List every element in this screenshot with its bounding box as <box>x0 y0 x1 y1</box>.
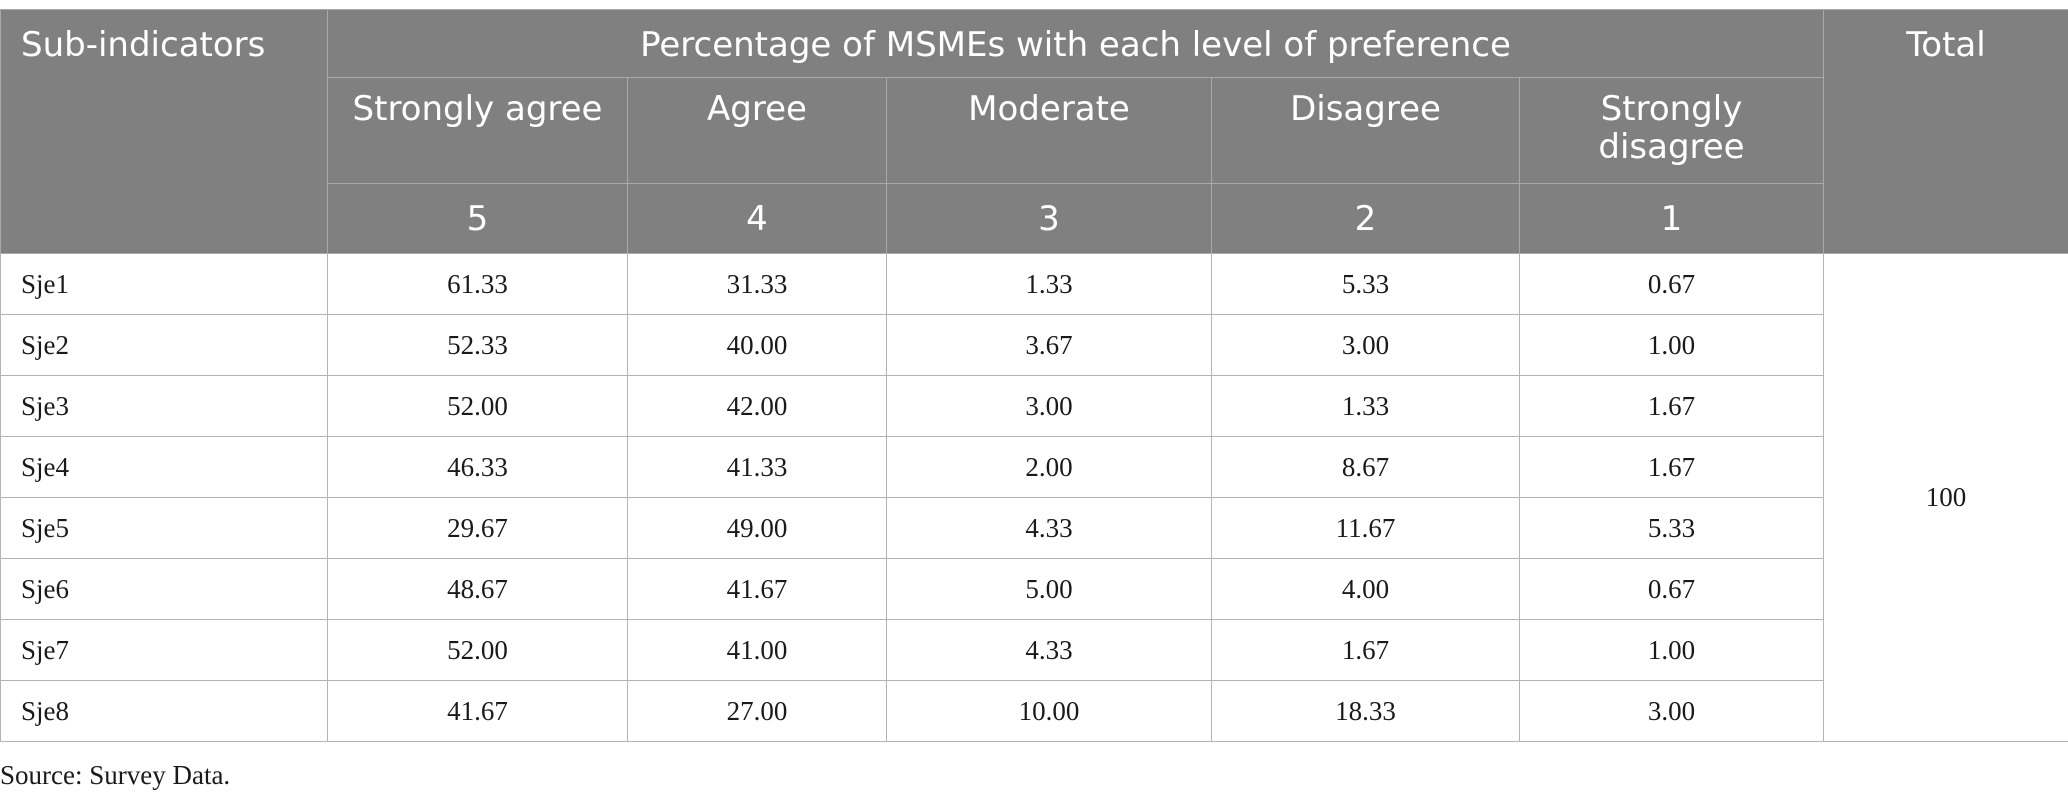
cell-disagree: 18.33 <box>1211 680 1520 742</box>
table-header: Sub-indicators Percentage of MSMEs with … <box>0 9 2068 254</box>
cell-strongly-disagree: 0.67 <box>1519 558 1824 620</box>
cell-moderate: 3.00 <box>886 375 1212 437</box>
cell-strongly-disagree: 5.33 <box>1519 497 1824 559</box>
row-label: Sje6 <box>0 558 328 620</box>
cell-moderate: 3.67 <box>886 314 1212 376</box>
cell-agree: 31.33 <box>627 253 887 315</box>
cell-strongly-agree: 52.00 <box>327 375 628 437</box>
header-score-3: 3 <box>886 183 1212 254</box>
header-total: Total <box>1823 9 2068 254</box>
cell-disagree: 1.33 <box>1211 375 1520 437</box>
header-group-title: Percentage of MSMEs with each level of p… <box>327 9 1824 78</box>
header-score-1: 1 <box>1519 183 1824 254</box>
row-label: Sje2 <box>0 314 328 376</box>
cell-agree: 27.00 <box>627 680 887 742</box>
header-level-strongly-disagree: Strongly disagree <box>1519 77 1824 184</box>
cell-agree: 41.67 <box>627 558 887 620</box>
cell-agree: 40.00 <box>627 314 887 376</box>
cell-strongly-disagree: 1.00 <box>1519 619 1824 681</box>
cell-strongly-disagree: 3.00 <box>1519 680 1824 742</box>
table-row: Sje2 52.33 40.00 3.67 3.00 1.00 <box>0 314 2068 376</box>
cell-strongly-agree: 48.67 <box>327 558 628 620</box>
cell-strongly-disagree: 0.67 <box>1519 253 1824 315</box>
table-row: Sje6 48.67 41.67 5.00 4.00 0.67 <box>0 558 2068 620</box>
cell-moderate: 4.33 <box>886 497 1212 559</box>
header-score-5: 5 <box>327 183 628 254</box>
source-note: Source: Survey Data. <box>0 760 231 790</box>
header-sub-indicators: Sub-indicators <box>0 9 328 254</box>
table-container: Sub-indicators Percentage of MSMEs with … <box>0 9 2068 742</box>
row-label: Sje8 <box>0 680 328 742</box>
table-body: Sje1 61.33 31.33 1.33 5.33 0.67 100 Sje2… <box>0 253 2068 742</box>
row-label: Sje5 <box>0 497 328 559</box>
cell-agree: 41.33 <box>627 436 887 498</box>
cell-moderate: 10.00 <box>886 680 1212 742</box>
cell-disagree: 11.67 <box>1211 497 1520 559</box>
cell-agree: 41.00 <box>627 619 887 681</box>
cell-disagree: 4.00 <box>1211 558 1520 620</box>
header-score-2: 2 <box>1211 183 1520 254</box>
cell-strongly-agree: 46.33 <box>327 436 628 498</box>
header-score-4: 4 <box>627 183 887 254</box>
cell-strongly-agree: 29.67 <box>327 497 628 559</box>
table-row: Sje4 46.33 41.33 2.00 8.67 1.67 <box>0 436 2068 498</box>
row-label: Sje1 <box>0 253 328 315</box>
table-row: Sje1 61.33 31.33 1.33 5.33 0.67 100 <box>0 253 2068 742</box>
row-label: Sje3 <box>0 375 328 437</box>
table-row: Sje3 52.00 42.00 3.00 1.33 1.67 <box>0 375 2068 437</box>
cell-agree: 42.00 <box>627 375 887 437</box>
table-row: Sje8 41.67 27.00 10.00 18.33 3.00 <box>0 680 2068 742</box>
cell-disagree: 3.00 <box>1211 314 1520 376</box>
cell-strongly-agree: 41.67 <box>327 680 628 742</box>
preference-table: Sub-indicators Percentage of MSMEs with … <box>0 9 2068 742</box>
cell-agree: 49.00 <box>627 497 887 559</box>
cell-disagree: 8.67 <box>1211 436 1520 498</box>
cell-moderate: 1.33 <box>886 253 1212 315</box>
header-level-strongly-agree: Strongly agree <box>327 77 628 184</box>
row-label: Sje7 <box>0 619 328 681</box>
cell-strongly-agree: 52.33 <box>327 314 628 376</box>
cell-moderate: 2.00 <box>886 436 1212 498</box>
cell-moderate: 5.00 <box>886 558 1212 620</box>
header-level-disagree: Disagree <box>1211 77 1520 184</box>
cell-strongly-disagree: 1.67 <box>1519 375 1824 437</box>
total-value: 100 <box>1823 253 2068 742</box>
cell-moderate: 4.33 <box>886 619 1212 681</box>
header-level-moderate: Moderate <box>886 77 1212 184</box>
cell-strongly-disagree: 1.67 <box>1519 436 1824 498</box>
cell-strongly-agree: 61.33 <box>327 253 628 315</box>
table-row: Sje5 29.67 49.00 4.33 11.67 5.33 <box>0 497 2068 559</box>
cell-strongly-agree: 52.00 <box>327 619 628 681</box>
table-row: Sje7 52.00 41.00 4.33 1.67 1.00 <box>0 619 2068 681</box>
cell-disagree: 1.67 <box>1211 619 1520 681</box>
row-label: Sje4 <box>0 436 328 498</box>
cell-strongly-disagree: 1.00 <box>1519 314 1824 376</box>
cell-disagree: 5.33 <box>1211 253 1520 315</box>
header-level-agree: Agree <box>627 77 887 184</box>
